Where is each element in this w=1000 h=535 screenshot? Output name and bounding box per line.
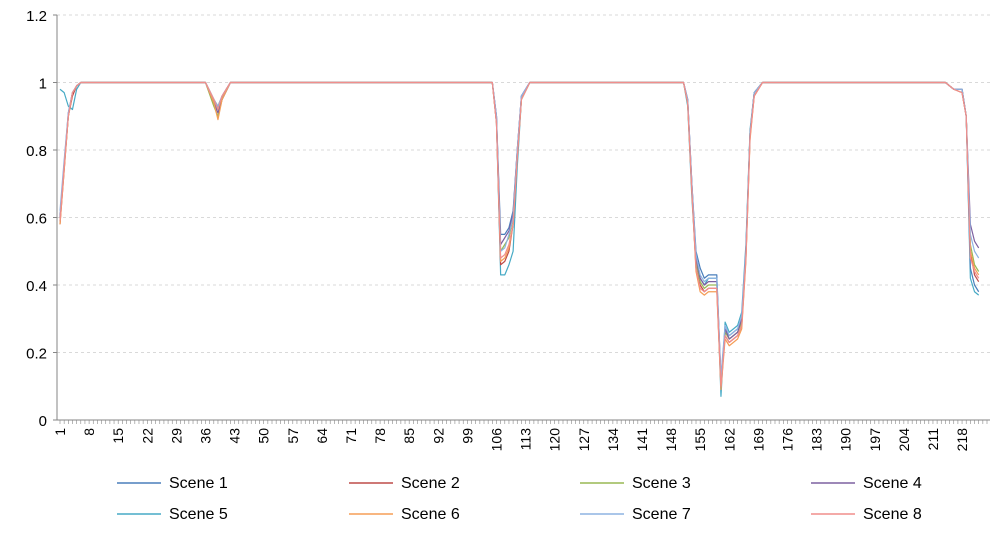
- legend: Scene 1 Scene 2 Scene 3 Scene 4 Scene 5 Scene…: [117, 475, 922, 523]
- x-tick-label: 141: [634, 428, 650, 452]
- legend-label: Scene 4: [863, 475, 922, 492]
- x-tick-label: 36: [197, 428, 213, 444]
- legend-label: Scene 7: [632, 506, 691, 523]
- x-tick-label: 218: [954, 428, 970, 452]
- x-axis: 1 8 15 22 29 36 43 50 57 64 71 78 85 92 99 106 113 120 127…: [52, 419, 990, 452]
- series-line-8: [59, 81, 980, 387]
- y-tick-label: 0.4: [26, 278, 47, 295]
- legend-label: Scene 6: [401, 506, 460, 523]
- y-tick-label: 1.2: [26, 8, 47, 25]
- x-tick-label: 64: [314, 428, 330, 444]
- x-tick-label: 29: [168, 428, 184, 444]
- x-tick-label: 155: [692, 428, 708, 452]
- x-tick-label: 8: [81, 428, 97, 436]
- series-lines: [59, 81, 980, 397]
- legend-label: Scene 8: [863, 506, 922, 523]
- y-tick-label: 0: [39, 413, 47, 430]
- x-tick-label: 211: [925, 428, 941, 451]
- y-tick-label: 0.2: [26, 346, 47, 363]
- x-tick-label: 1: [52, 428, 68, 436]
- x-tick-label: 85: [401, 428, 417, 444]
- x-tick-label: 183: [809, 428, 825, 452]
- x-tick-label: 78: [372, 428, 388, 444]
- x-tick-label: 127: [576, 428, 592, 452]
- x-tick-label: 176: [779, 428, 795, 452]
- x-tick-label: 43: [227, 428, 243, 444]
- x-tick-label: 197: [867, 428, 883, 452]
- legend-label: Scene 3: [632, 475, 691, 492]
- x-tick-label: 148: [663, 428, 679, 452]
- legend-label: Scene 1: [169, 475, 228, 492]
- x-tick-label: 15: [110, 428, 126, 444]
- legend-label: Scene 2: [401, 475, 460, 492]
- y-tick-label: 0.8: [26, 143, 47, 160]
- x-tick-label: 120: [547, 428, 563, 452]
- gridlines: [57, 14, 990, 353]
- x-tick-label: 50: [256, 428, 272, 444]
- x-tick-label: 169: [750, 428, 766, 452]
- x-tick-label: 22: [139, 428, 155, 444]
- x-tick-label: 92: [430, 428, 446, 444]
- x-tick-label: 99: [459, 428, 475, 444]
- x-tick-label: 204: [896, 428, 912, 452]
- y-axis: 0 0.2 0.4 0.6 0.8 1 1.2: [26, 8, 58, 430]
- x-tick-label: 57: [285, 428, 301, 444]
- x-tick-label: 190: [838, 428, 854, 452]
- x-tick-label: 162: [721, 428, 737, 452]
- y-tick-label: 0.6: [26, 211, 47, 228]
- legend-label: Scene 5: [169, 506, 228, 523]
- x-tick-label: 71: [343, 428, 359, 444]
- x-tick-label: 113: [518, 428, 534, 451]
- y-tick-label: 1: [39, 76, 47, 93]
- x-tick-label: 106: [488, 428, 504, 452]
- x-tick-label: 134: [605, 428, 621, 452]
